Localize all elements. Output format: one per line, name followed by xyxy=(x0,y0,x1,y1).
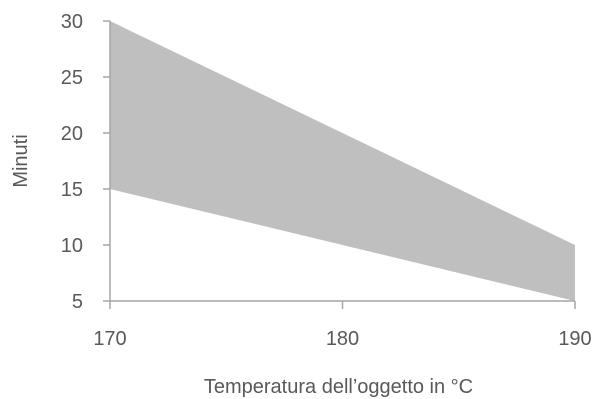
axes xyxy=(103,20,576,309)
y-axis-title: Minuti xyxy=(10,134,32,187)
y-tick-label: 20 xyxy=(61,123,83,145)
x-axis-title: Temperatura dell’oggetto in °C xyxy=(204,376,473,398)
x-tick-label: 180 xyxy=(326,328,359,350)
y-tick-label: 15 xyxy=(61,179,83,201)
x-tick-label: 170 xyxy=(93,328,126,350)
y-tick-label: 10 xyxy=(61,235,83,257)
y-tick-label: 5 xyxy=(72,291,83,313)
y-tick-label: 30 xyxy=(61,11,83,33)
plot-area xyxy=(110,21,575,301)
tick-labels: 5 10 15 20 25 30 170 180 190 xyxy=(61,11,592,350)
y-tick-label: 25 xyxy=(61,67,83,89)
x-tick-label: 190 xyxy=(558,328,591,350)
range-band-0 xyxy=(110,21,575,301)
